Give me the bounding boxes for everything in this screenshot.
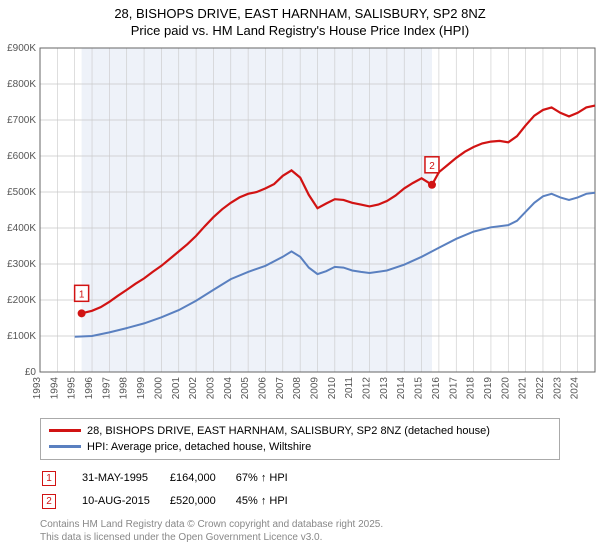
- table-row: 2 10-AUG-2015£520,00045% ↑ HPI: [42, 491, 306, 512]
- x-tick-label: 2023: [552, 376, 563, 399]
- x-tick-label: 2001: [171, 376, 182, 399]
- y-tick-label: £600K: [7, 151, 36, 162]
- sales-table: 1 31-MAY-1995£164,00067% ↑ HPI 2 10-AUG-201…: [40, 466, 308, 514]
- chart-canvas: £0 £100K £200K £300K £400K £500K £600K £700K £80…: [0, 42, 600, 412]
- footnote-line-2: This data is licensed under the Open Gov…: [40, 531, 560, 544]
- x-tick-label: 1995: [67, 376, 78, 399]
- y-tick-label: £100K: [7, 331, 36, 342]
- legend-row-property: 28, BISHOPS DRIVE, EAST HARNHAM, SALISBU…: [49, 423, 551, 439]
- y-tick-label: £500K: [7, 187, 36, 198]
- x-tick-label: 2011: [344, 376, 355, 398]
- shade-region: [82, 48, 432, 372]
- chart-svg: £0 £100K £200K £300K £400K £500K £600K £700K £80…: [0, 42, 600, 412]
- x-tick-label: 2021: [518, 376, 529, 399]
- title-line-1: 28, BISHOPS DRIVE, EAST HARNHAM, SALISBU…: [10, 6, 590, 23]
- x-tick-label: 2019: [483, 376, 494, 399]
- x-tick-label: 2022: [535, 376, 546, 399]
- x-tick-label: 1999: [136, 376, 147, 399]
- x-tick-label: 2005: [240, 376, 251, 399]
- footnote-line-1: Contains HM Land Registry data © Crown c…: [40, 518, 560, 531]
- x-tick-label: 2000: [153, 376, 164, 399]
- sale-date: 10-AUG-2015: [82, 491, 168, 512]
- y-tick-label: £800K: [7, 79, 36, 90]
- legend-row-hpi: HPI: Average price, detached house, Wilt…: [49, 439, 551, 455]
- legend-label-property: 28, BISHOPS DRIVE, EAST HARNHAM, SALISBU…: [87, 425, 490, 437]
- y-tick-label: £200K: [7, 295, 36, 306]
- sale-delta: 67% ↑ HPI: [236, 468, 306, 489]
- x-tick-label: 2018: [466, 376, 477, 399]
- x-tick-label: 2013: [379, 376, 390, 399]
- y-tick-label: £700K: [7, 115, 36, 126]
- sale-badge-inline: 2: [42, 494, 56, 509]
- footnote: Contains HM Land Registry data © Crown c…: [40, 518, 560, 544]
- x-tick-label: 1997: [101, 376, 112, 399]
- sale-date: 31-MAY-1995: [82, 468, 168, 489]
- table-row: 1 31-MAY-1995£164,00067% ↑ HPI: [42, 468, 306, 489]
- chart-title: 28, BISHOPS DRIVE, EAST HARNHAM, SALISBU…: [0, 0, 600, 42]
- legend-swatch-hpi: [49, 445, 81, 448]
- x-tick-label: 2010: [327, 376, 338, 399]
- y-tick-label: £400K: [7, 223, 36, 234]
- x-tick-label: 2002: [188, 376, 199, 399]
- x-tick-label: 1998: [119, 376, 130, 399]
- x-tick-label: 1993: [32, 376, 43, 399]
- sale-badge-inline: 1: [42, 471, 56, 486]
- x-tick-label: 2012: [362, 376, 373, 399]
- legend-label-hpi: HPI: Average price, detached house, Wilt…: [87, 441, 311, 453]
- x-tick-label: 2008: [292, 376, 303, 399]
- x-tick-label: 2003: [205, 376, 216, 399]
- x-tick-label: 2014: [396, 376, 407, 399]
- sale-badge-num: 2: [429, 161, 435, 172]
- y-tick-label: £900K: [7, 43, 36, 54]
- legend-swatch-property: [49, 429, 81, 432]
- x-tick-label: 2017: [448, 376, 459, 399]
- sale-dot: [428, 181, 436, 189]
- sale-badge-num: 1: [79, 289, 85, 300]
- x-tick-label: 2016: [431, 376, 442, 399]
- x-tick-label: 2006: [257, 376, 268, 399]
- sale-dot: [78, 309, 86, 317]
- legend: 28, BISHOPS DRIVE, EAST HARNHAM, SALISBU…: [40, 418, 560, 460]
- sale-delta: 45% ↑ HPI: [236, 491, 306, 512]
- x-tick-label: 2020: [500, 376, 511, 399]
- x-tick-label: 1996: [84, 376, 95, 399]
- x-tick-label: 2009: [310, 376, 321, 399]
- title-line-2: Price paid vs. HM Land Registry's House …: [10, 23, 590, 40]
- y-tick-label: £0: [25, 367, 37, 378]
- x-tick-label: 2024: [570, 376, 581, 399]
- x-tick-label: 1994: [49, 376, 60, 399]
- x-tick-label: 2004: [223, 376, 234, 399]
- sale-price: £520,000: [170, 491, 234, 512]
- y-tick-label: £300K: [7, 259, 36, 270]
- sale-price: £164,000: [170, 468, 234, 489]
- x-tick-label: 2007: [275, 376, 286, 399]
- x-tick-label: 2015: [414, 376, 425, 399]
